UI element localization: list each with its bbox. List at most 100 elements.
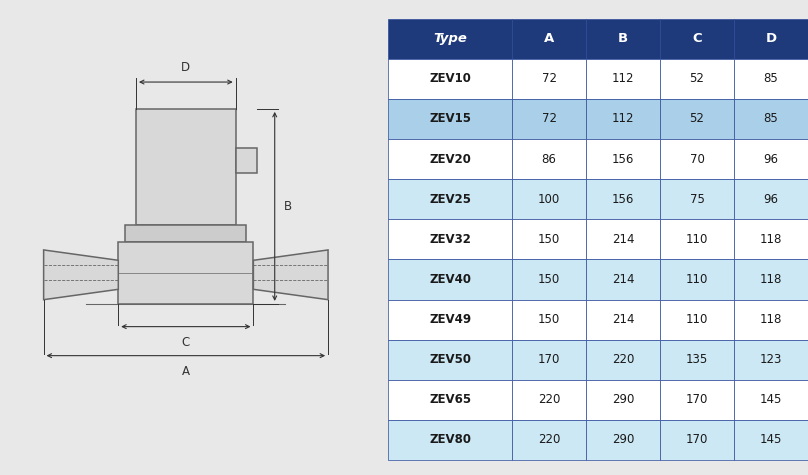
FancyBboxPatch shape: [136, 109, 236, 225]
Text: 145: 145: [760, 434, 782, 446]
Bar: [586, 300, 660, 340]
Text: 52: 52: [689, 72, 705, 86]
Bar: [660, 59, 734, 99]
Bar: [586, 179, 660, 219]
Bar: [388, 59, 512, 99]
Text: 100: 100: [538, 193, 560, 206]
Bar: [586, 340, 660, 380]
Text: 96: 96: [764, 193, 778, 206]
Bar: [388, 380, 512, 420]
Bar: [388, 19, 512, 59]
Bar: [512, 99, 586, 139]
Text: ZEV40: ZEV40: [429, 273, 471, 286]
Bar: [586, 420, 660, 460]
Bar: [660, 380, 734, 420]
Text: 86: 86: [541, 152, 557, 166]
Text: 290: 290: [612, 393, 634, 406]
Bar: [734, 219, 808, 259]
Text: ZEV15: ZEV15: [429, 113, 471, 125]
Bar: [512, 59, 586, 99]
Bar: [734, 340, 808, 380]
Text: 96: 96: [764, 152, 778, 166]
Text: 170: 170: [538, 353, 560, 366]
Bar: [586, 59, 660, 99]
Bar: [512, 420, 586, 460]
Text: 150: 150: [538, 313, 560, 326]
Text: 170: 170: [686, 434, 708, 446]
Bar: [734, 259, 808, 300]
Text: 135: 135: [686, 353, 708, 366]
Bar: [388, 219, 512, 259]
Bar: [388, 300, 512, 340]
Polygon shape: [254, 250, 328, 300]
Text: 145: 145: [760, 393, 782, 406]
Text: 110: 110: [686, 273, 708, 286]
Bar: [660, 219, 734, 259]
Text: A: A: [544, 32, 554, 45]
FancyBboxPatch shape: [118, 242, 254, 304]
Bar: [660, 300, 734, 340]
Bar: [388, 420, 512, 460]
Text: 156: 156: [612, 193, 634, 206]
Text: Type: Type: [433, 32, 467, 45]
Bar: [512, 179, 586, 219]
Bar: [734, 380, 808, 420]
Bar: [734, 19, 808, 59]
Polygon shape: [44, 250, 118, 300]
Text: 220: 220: [538, 434, 560, 446]
Bar: [388, 99, 512, 139]
Bar: [586, 219, 660, 259]
Text: ZEV49: ZEV49: [429, 313, 471, 326]
Bar: [512, 380, 586, 420]
Bar: [660, 259, 734, 300]
Text: 72: 72: [541, 72, 557, 86]
Text: 112: 112: [612, 113, 634, 125]
Text: C: C: [692, 32, 702, 45]
Text: 118: 118: [760, 233, 782, 246]
Text: B: B: [618, 32, 628, 45]
Bar: [586, 19, 660, 59]
Text: 72: 72: [541, 113, 557, 125]
Bar: [586, 99, 660, 139]
Text: 214: 214: [612, 313, 634, 326]
Text: 214: 214: [612, 233, 634, 246]
Bar: [734, 59, 808, 99]
Text: ZEV20: ZEV20: [429, 152, 471, 166]
Text: 118: 118: [760, 313, 782, 326]
Text: 52: 52: [689, 113, 705, 125]
Text: 112: 112: [612, 72, 634, 86]
Text: 85: 85: [764, 113, 778, 125]
Bar: [512, 300, 586, 340]
Text: 150: 150: [538, 273, 560, 286]
Text: 70: 70: [689, 152, 705, 166]
Text: B: B: [284, 200, 292, 213]
FancyBboxPatch shape: [236, 148, 257, 173]
Text: 85: 85: [764, 72, 778, 86]
FancyBboxPatch shape: [125, 225, 246, 242]
Text: 110: 110: [686, 233, 708, 246]
Bar: [734, 179, 808, 219]
Text: 123: 123: [760, 353, 782, 366]
Bar: [734, 300, 808, 340]
Bar: [586, 259, 660, 300]
Bar: [512, 19, 586, 59]
Bar: [388, 259, 512, 300]
Text: 290: 290: [612, 434, 634, 446]
Text: 170: 170: [686, 393, 708, 406]
Bar: [586, 380, 660, 420]
Bar: [512, 340, 586, 380]
Text: ZEV32: ZEV32: [429, 233, 471, 246]
Text: 75: 75: [689, 193, 705, 206]
Text: 110: 110: [686, 313, 708, 326]
Bar: [660, 139, 734, 179]
Bar: [660, 99, 734, 139]
Text: ZEV50: ZEV50: [429, 353, 471, 366]
Text: 150: 150: [538, 233, 560, 246]
Text: 118: 118: [760, 273, 782, 286]
Bar: [512, 139, 586, 179]
Text: ZEV10: ZEV10: [429, 72, 471, 86]
Bar: [734, 99, 808, 139]
Bar: [734, 139, 808, 179]
Text: D: D: [765, 32, 776, 45]
Bar: [660, 19, 734, 59]
